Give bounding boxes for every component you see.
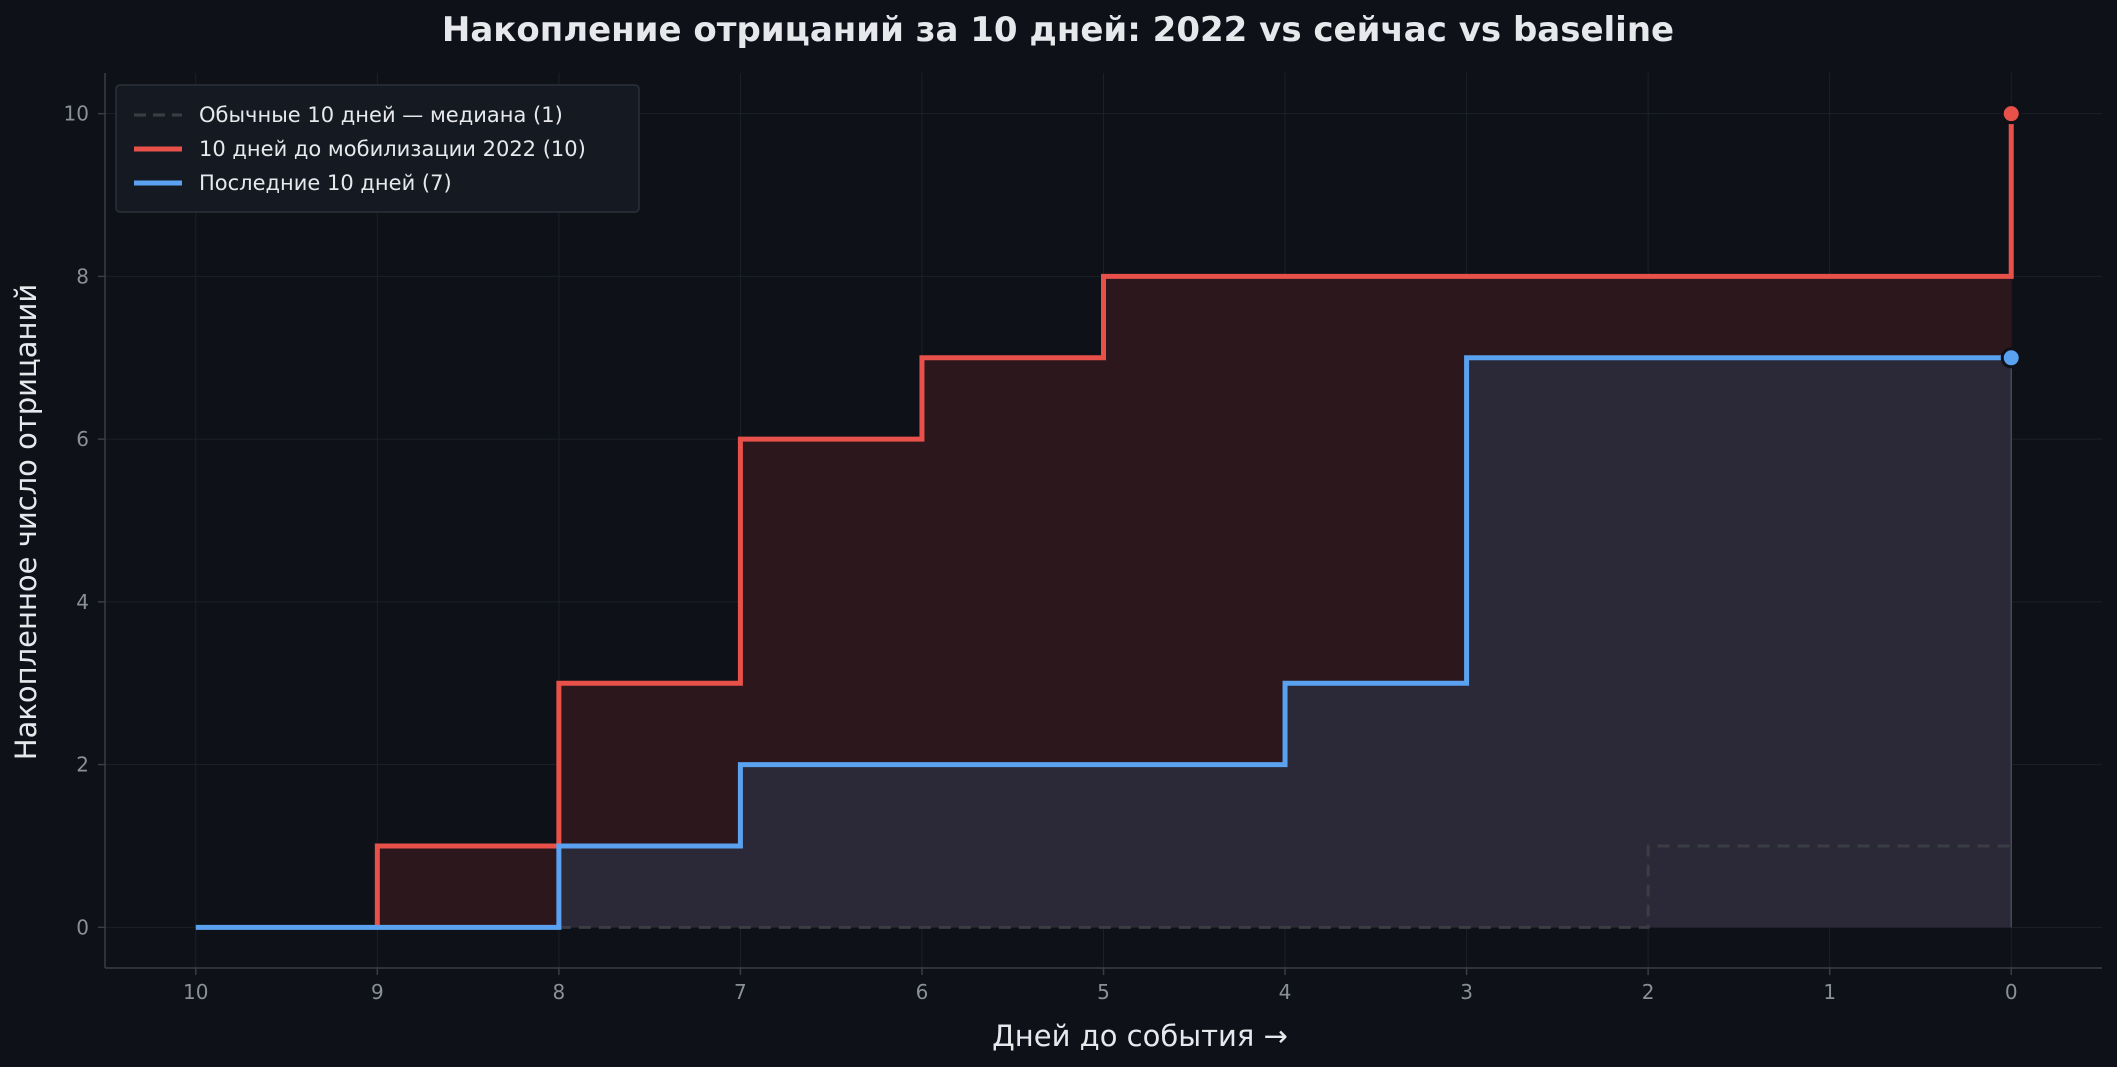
x-tick-label: 10 bbox=[183, 980, 208, 1004]
y-tick-label: 6 bbox=[76, 427, 89, 451]
chart-title: Накопление отрицаний за 10 дней: 2022 vs… bbox=[442, 10, 1674, 50]
y-axis-label: Накопленное число отрицаний bbox=[9, 284, 43, 760]
y-tick-label: 8 bbox=[76, 264, 89, 288]
y-tick-label: 2 bbox=[76, 753, 89, 777]
x-tick-label: 7 bbox=[734, 980, 747, 1004]
x-tick-label: 4 bbox=[1279, 980, 1292, 1004]
legend-label: Обычные 10 дней — медиана (1) bbox=[199, 103, 563, 127]
x-tick-label: 1 bbox=[1823, 980, 1836, 1004]
legend-label: Последние 10 дней (7) bbox=[199, 171, 452, 195]
legend-label: 10 дней до мобилизации 2022 (10) bbox=[199, 137, 586, 161]
blue-series-area bbox=[195, 357, 2012, 928]
baseline-series-line bbox=[558, 844, 2012, 929]
y-tick-label: 4 bbox=[76, 590, 89, 614]
legend: Обычные 10 дней — медиана (1) 10 дней до … bbox=[115, 84, 640, 213]
x-tick-label: 9 bbox=[371, 980, 384, 1004]
x-tick-label: 8 bbox=[552, 980, 565, 1004]
x-tick-label: 6 bbox=[916, 980, 929, 1004]
x-tick-label: 3 bbox=[1460, 980, 1473, 1004]
blue-series-end-point bbox=[2000, 347, 2022, 369]
x-tick-label: 0 bbox=[2005, 980, 2018, 1004]
x-tick-label: 5 bbox=[1097, 980, 1110, 1004]
x-axis-label: Дней до события → bbox=[992, 1019, 1288, 1053]
x-tick-label: 2 bbox=[1642, 980, 1655, 1004]
legend-box bbox=[115, 84, 640, 213]
blue-series-line bbox=[195, 355, 2012, 930]
y-tick-label: 0 bbox=[76, 915, 89, 939]
red-series-line bbox=[374, 113, 2014, 928]
y-tick-label: 10 bbox=[64, 102, 89, 126]
red-series-end-point bbox=[2000, 103, 2022, 125]
